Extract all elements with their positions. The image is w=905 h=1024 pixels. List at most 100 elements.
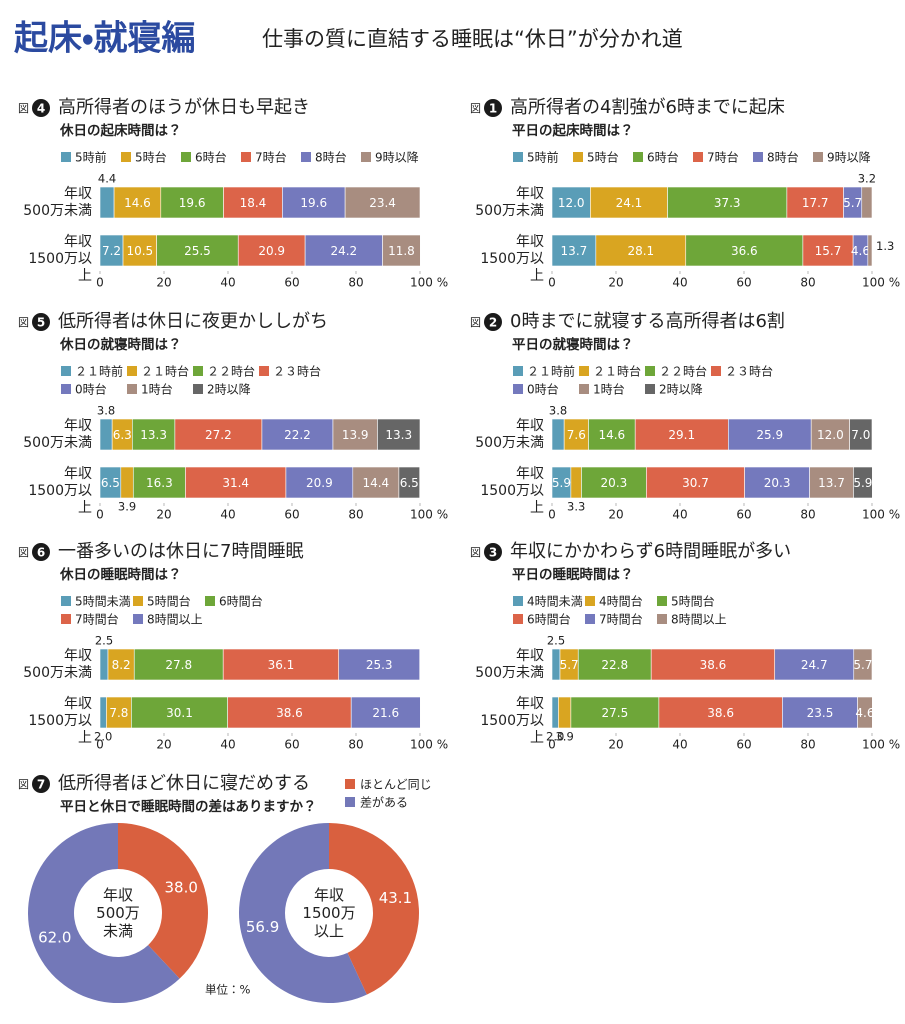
value-label: 23.4	[369, 196, 396, 210]
legend-swatch	[61, 614, 71, 624]
x-tick-label: 100 %	[862, 738, 900, 752]
x-tick-label: 60	[284, 738, 299, 752]
bar-segment	[133, 648, 224, 681]
legend-label: ２３時台	[273, 364, 321, 379]
bar-segment	[857, 696, 873, 729]
chart-title: 年収にかかわらず6時間睡眠が多い	[510, 541, 791, 562]
bar-segment	[728, 418, 812, 451]
x-tick-label: 20	[608, 276, 623, 290]
legend-swatch	[345, 797, 355, 807]
donut-slice	[27, 823, 180, 1003]
value-label: 29.1	[668, 428, 695, 442]
value-label: 21.6	[372, 706, 399, 720]
value-label: 37.3	[714, 196, 741, 210]
value-label: 27.5	[602, 706, 629, 720]
x-tick-label: 40	[220, 508, 235, 522]
value-label: 28.1	[627, 244, 654, 258]
legend-swatch	[361, 152, 371, 162]
legend-swatch	[127, 384, 137, 394]
legend-swatch	[633, 152, 643, 162]
figure-prefix: 図	[18, 778, 29, 791]
x-tick-label: 20	[608, 508, 623, 522]
legend-label: 5時台	[587, 150, 619, 165]
value-label: 17.7	[802, 196, 829, 210]
category-label: 年収 1500万以上	[28, 695, 92, 746]
value-label: 13.7	[818, 476, 845, 490]
value-label: 12.0	[558, 196, 585, 210]
legend-swatch	[513, 366, 523, 376]
x-tick-label: 40	[672, 508, 687, 522]
value-label: 30.7	[682, 476, 709, 490]
figure-number: 2	[489, 316, 497, 330]
legend-swatch	[205, 596, 215, 606]
value-label: 4.6	[855, 706, 874, 720]
legend-label: ２１時台	[593, 364, 641, 379]
legend-label: ２１時前	[75, 364, 123, 379]
value-label: 20.3	[601, 476, 628, 490]
legend-label: 2時以降	[207, 383, 251, 397]
bar-segment	[774, 648, 855, 681]
x-tick-label: 0	[548, 738, 556, 752]
bar-segment	[227, 696, 352, 729]
value-label: 4.6	[851, 244, 870, 258]
legend-label: 6時台	[195, 150, 227, 165]
legend-label: 9時以降	[375, 151, 419, 165]
bar-segment	[570, 696, 660, 729]
figure-number: 3	[489, 546, 497, 560]
bar-segment	[160, 186, 224, 219]
value-label: 20.3	[764, 476, 791, 490]
legend-label: ２２時台	[659, 364, 707, 379]
figure-badge	[32, 543, 50, 561]
value-label: 25.3	[366, 658, 393, 672]
x-tick-label: 80	[348, 738, 363, 752]
legend-label: 差がある	[360, 795, 408, 810]
bar-segment	[99, 186, 115, 219]
bar-segment	[590, 186, 668, 219]
category-label: 年収 1500万以上	[480, 695, 544, 746]
bar-segment	[132, 466, 186, 499]
value-label: 3.9	[555, 730, 573, 744]
bar-segment	[570, 466, 582, 499]
category-label: 年収 500万未満	[23, 417, 92, 451]
legend-swatch	[133, 614, 143, 624]
legend-swatch	[813, 152, 823, 162]
bar-segment	[350, 696, 421, 729]
legend-label: 6時間台	[527, 612, 571, 627]
legend-label: ２３時台	[725, 364, 773, 379]
x-tick-label: 60	[736, 738, 751, 752]
x-tick-label: 20	[608, 738, 623, 752]
category-label: 年収 500万未満	[23, 185, 92, 219]
figure-badge	[484, 313, 502, 331]
value-label: 56.9	[246, 918, 279, 936]
value-label: 6.5	[101, 476, 120, 490]
value-label: 2.5	[95, 634, 113, 648]
value-label: 13.3	[385, 428, 412, 442]
chart-subtitle: 休日の起床時間は？	[59, 122, 182, 139]
bar-segment	[120, 466, 134, 499]
chart-title: 高所得者の4割強が6時までに起床	[510, 97, 785, 118]
value-label: 3.8	[97, 404, 115, 418]
donut-slice	[118, 823, 208, 979]
legend-swatch	[345, 779, 355, 789]
value-label: 7.0	[851, 428, 870, 442]
category-label: 年収 1500万以上	[28, 233, 92, 284]
bar-segment	[338, 648, 420, 681]
bar-segment	[634, 418, 729, 451]
value-label: 3.3	[567, 500, 585, 514]
legend-swatch	[61, 152, 71, 162]
value-label: 8.2	[112, 658, 131, 672]
figure-number: 6	[37, 546, 45, 560]
value-label: 11.8	[388, 244, 415, 258]
value-label: 38.6	[276, 706, 303, 720]
value-label: 24.1	[616, 196, 643, 210]
chart-title: 高所得者のほうが休日も早起き	[58, 97, 310, 118]
value-label: 13.7	[561, 244, 588, 258]
value-label: 38.6	[700, 658, 727, 672]
value-label: 16.3	[146, 476, 173, 490]
value-label: 27.8	[165, 658, 192, 672]
legend-label: 5時間未満	[75, 595, 131, 609]
legend-label: 2時以降	[659, 383, 703, 397]
bar-segment	[352, 466, 400, 499]
bar-segment	[377, 418, 421, 451]
